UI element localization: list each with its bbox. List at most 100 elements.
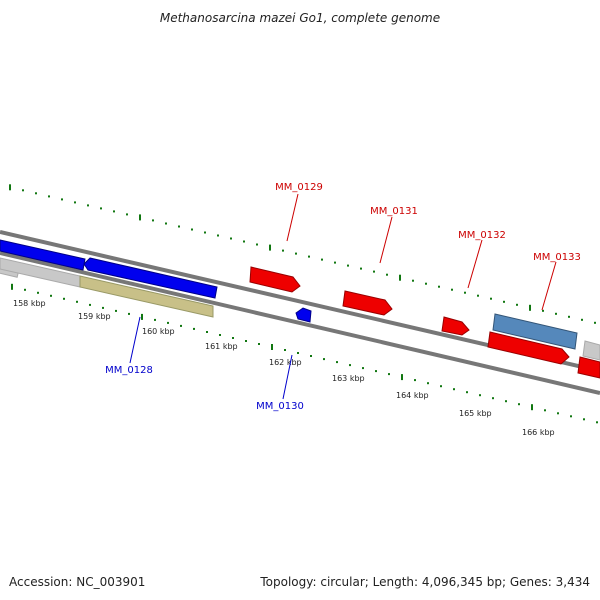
- major-tick: [269, 244, 271, 251]
- minor-tick: [178, 225, 180, 228]
- gene-mm0133-arrow[interactable]: [487, 331, 570, 365]
- minor-tick: [440, 385, 442, 388]
- minor-tick: [477, 294, 479, 297]
- feature-grey-left[interactable]: [0, 250, 20, 278]
- gene-right-edge-arrow[interactable]: [577, 356, 600, 379]
- minor-tick: [230, 237, 232, 240]
- minor-tick: [347, 264, 349, 267]
- minor-tick: [503, 300, 505, 303]
- gene-label-mm0132[interactable]: MM_0132: [458, 230, 506, 241]
- minor-tick: [297, 352, 299, 354]
- major-tick: [9, 184, 11, 191]
- minor-tick: [412, 279, 414, 282]
- minor-tick: [61, 198, 63, 201]
- major-tick: [141, 313, 143, 320]
- minor-tick: [453, 388, 455, 391]
- major-tick: [401, 374, 403, 381]
- gene-mm0128-feature[interactable]: [79, 275, 214, 318]
- minor-tick: [542, 309, 544, 312]
- gene-label-mm0129[interactable]: MM_0129: [275, 182, 323, 193]
- minor-tick: [568, 315, 570, 318]
- minor-tick: [596, 421, 598, 424]
- minor-tick: [310, 355, 312, 357]
- minor-tick: [321, 258, 323, 261]
- gene-label-mm0128[interactable]: MM_0128: [105, 365, 153, 376]
- feature-steel[interactable]: [492, 313, 578, 350]
- minor-tick: [152, 219, 154, 222]
- minor-tick: [206, 331, 208, 333]
- minor-tick: [295, 252, 297, 255]
- minor-tick: [490, 297, 492, 300]
- minor-tick: [115, 309, 117, 312]
- lower-tick-row: [11, 283, 598, 424]
- minor-tick: [555, 312, 557, 315]
- minor-tick: [191, 228, 193, 231]
- minor-tick: [360, 267, 362, 270]
- minor-tick: [37, 291, 39, 294]
- tick-label: 158 kbp: [13, 299, 46, 308]
- minor-tick: [438, 285, 440, 288]
- minor-tick: [570, 415, 572, 418]
- minor-tick: [375, 370, 377, 373]
- map-title: Methanosarcina mazei Go1, complete genom…: [160, 11, 440, 25]
- minor-tick: [193, 327, 195, 330]
- minor-tick: [334, 261, 336, 264]
- minor-tick: [425, 282, 427, 285]
- tick-label: 161 kbp: [205, 342, 238, 351]
- gene-reverse-2[interactable]: [83, 257, 218, 299]
- major-tick: [11, 283, 13, 290]
- minor-tick: [557, 412, 559, 415]
- minor-tick: [128, 312, 130, 315]
- tick-label: 163 kbp: [332, 374, 365, 383]
- leader-mm0131: [379, 216, 393, 264]
- minor-tick: [284, 349, 286, 351]
- gene-label-mm0133[interactable]: MM_0133: [533, 252, 581, 263]
- minor-tick: [479, 394, 481, 397]
- minor-tick: [492, 397, 494, 400]
- backbone-line-lower: [0, 251, 600, 395]
- tick-label: 160 kbp: [142, 327, 175, 336]
- tick-label: 166 kbp: [522, 428, 555, 437]
- minor-tick: [451, 288, 453, 291]
- leader-mm0128: [129, 316, 141, 364]
- minor-tick: [505, 400, 507, 403]
- gene-mm0130-arrow[interactable]: [295, 307, 312, 323]
- minor-tick: [414, 379, 416, 382]
- minor-tick: [282, 249, 284, 252]
- gene-mm0132-arrow[interactable]: [441, 316, 470, 336]
- major-tick: [399, 274, 401, 281]
- feature-grey-right[interactable]: [582, 340, 600, 361]
- minor-tick: [217, 234, 219, 237]
- gene-reverse-1[interactable]: [0, 239, 86, 271]
- minor-tick: [323, 358, 325, 361]
- minor-tick: [336, 361, 338, 364]
- gene-mm0129-arrow[interactable]: [249, 266, 301, 293]
- minor-tick: [24, 288, 26, 291]
- minor-tick: [89, 303, 91, 306]
- minor-tick: [22, 189, 24, 192]
- gene-label-mm0131[interactable]: MM_0131: [370, 206, 418, 217]
- upper-tick-row: [9, 184, 596, 324]
- feature-track: [0, 250, 20, 278]
- minor-tick: [102, 306, 104, 309]
- gene-mm0131-arrow[interactable]: [342, 290, 393, 316]
- minor-tick: [48, 195, 50, 198]
- minor-tick: [518, 403, 520, 406]
- genome-summary-text: Topology: circular; Length: 4,096,345 bp…: [259, 575, 590, 589]
- minor-tick: [63, 297, 65, 300]
- minor-tick: [373, 270, 375, 273]
- minor-tick: [167, 321, 169, 324]
- accession-text: Accession: NC_003901: [9, 575, 145, 589]
- leader-mm0132: [467, 239, 483, 289]
- minor-tick: [232, 337, 234, 339]
- minor-tick: [466, 391, 468, 394]
- minor-tick: [581, 318, 583, 321]
- minor-tick: [427, 382, 429, 385]
- gene-label-mm0130[interactable]: MM_0130: [256, 401, 304, 412]
- minor-tick: [245, 340, 247, 342]
- minor-tick: [35, 192, 37, 195]
- tick-label: 162 kbp: [269, 358, 302, 367]
- major-tick: [531, 404, 533, 411]
- tick-label: 165 kbp: [459, 409, 492, 418]
- minor-tick: [516, 303, 518, 306]
